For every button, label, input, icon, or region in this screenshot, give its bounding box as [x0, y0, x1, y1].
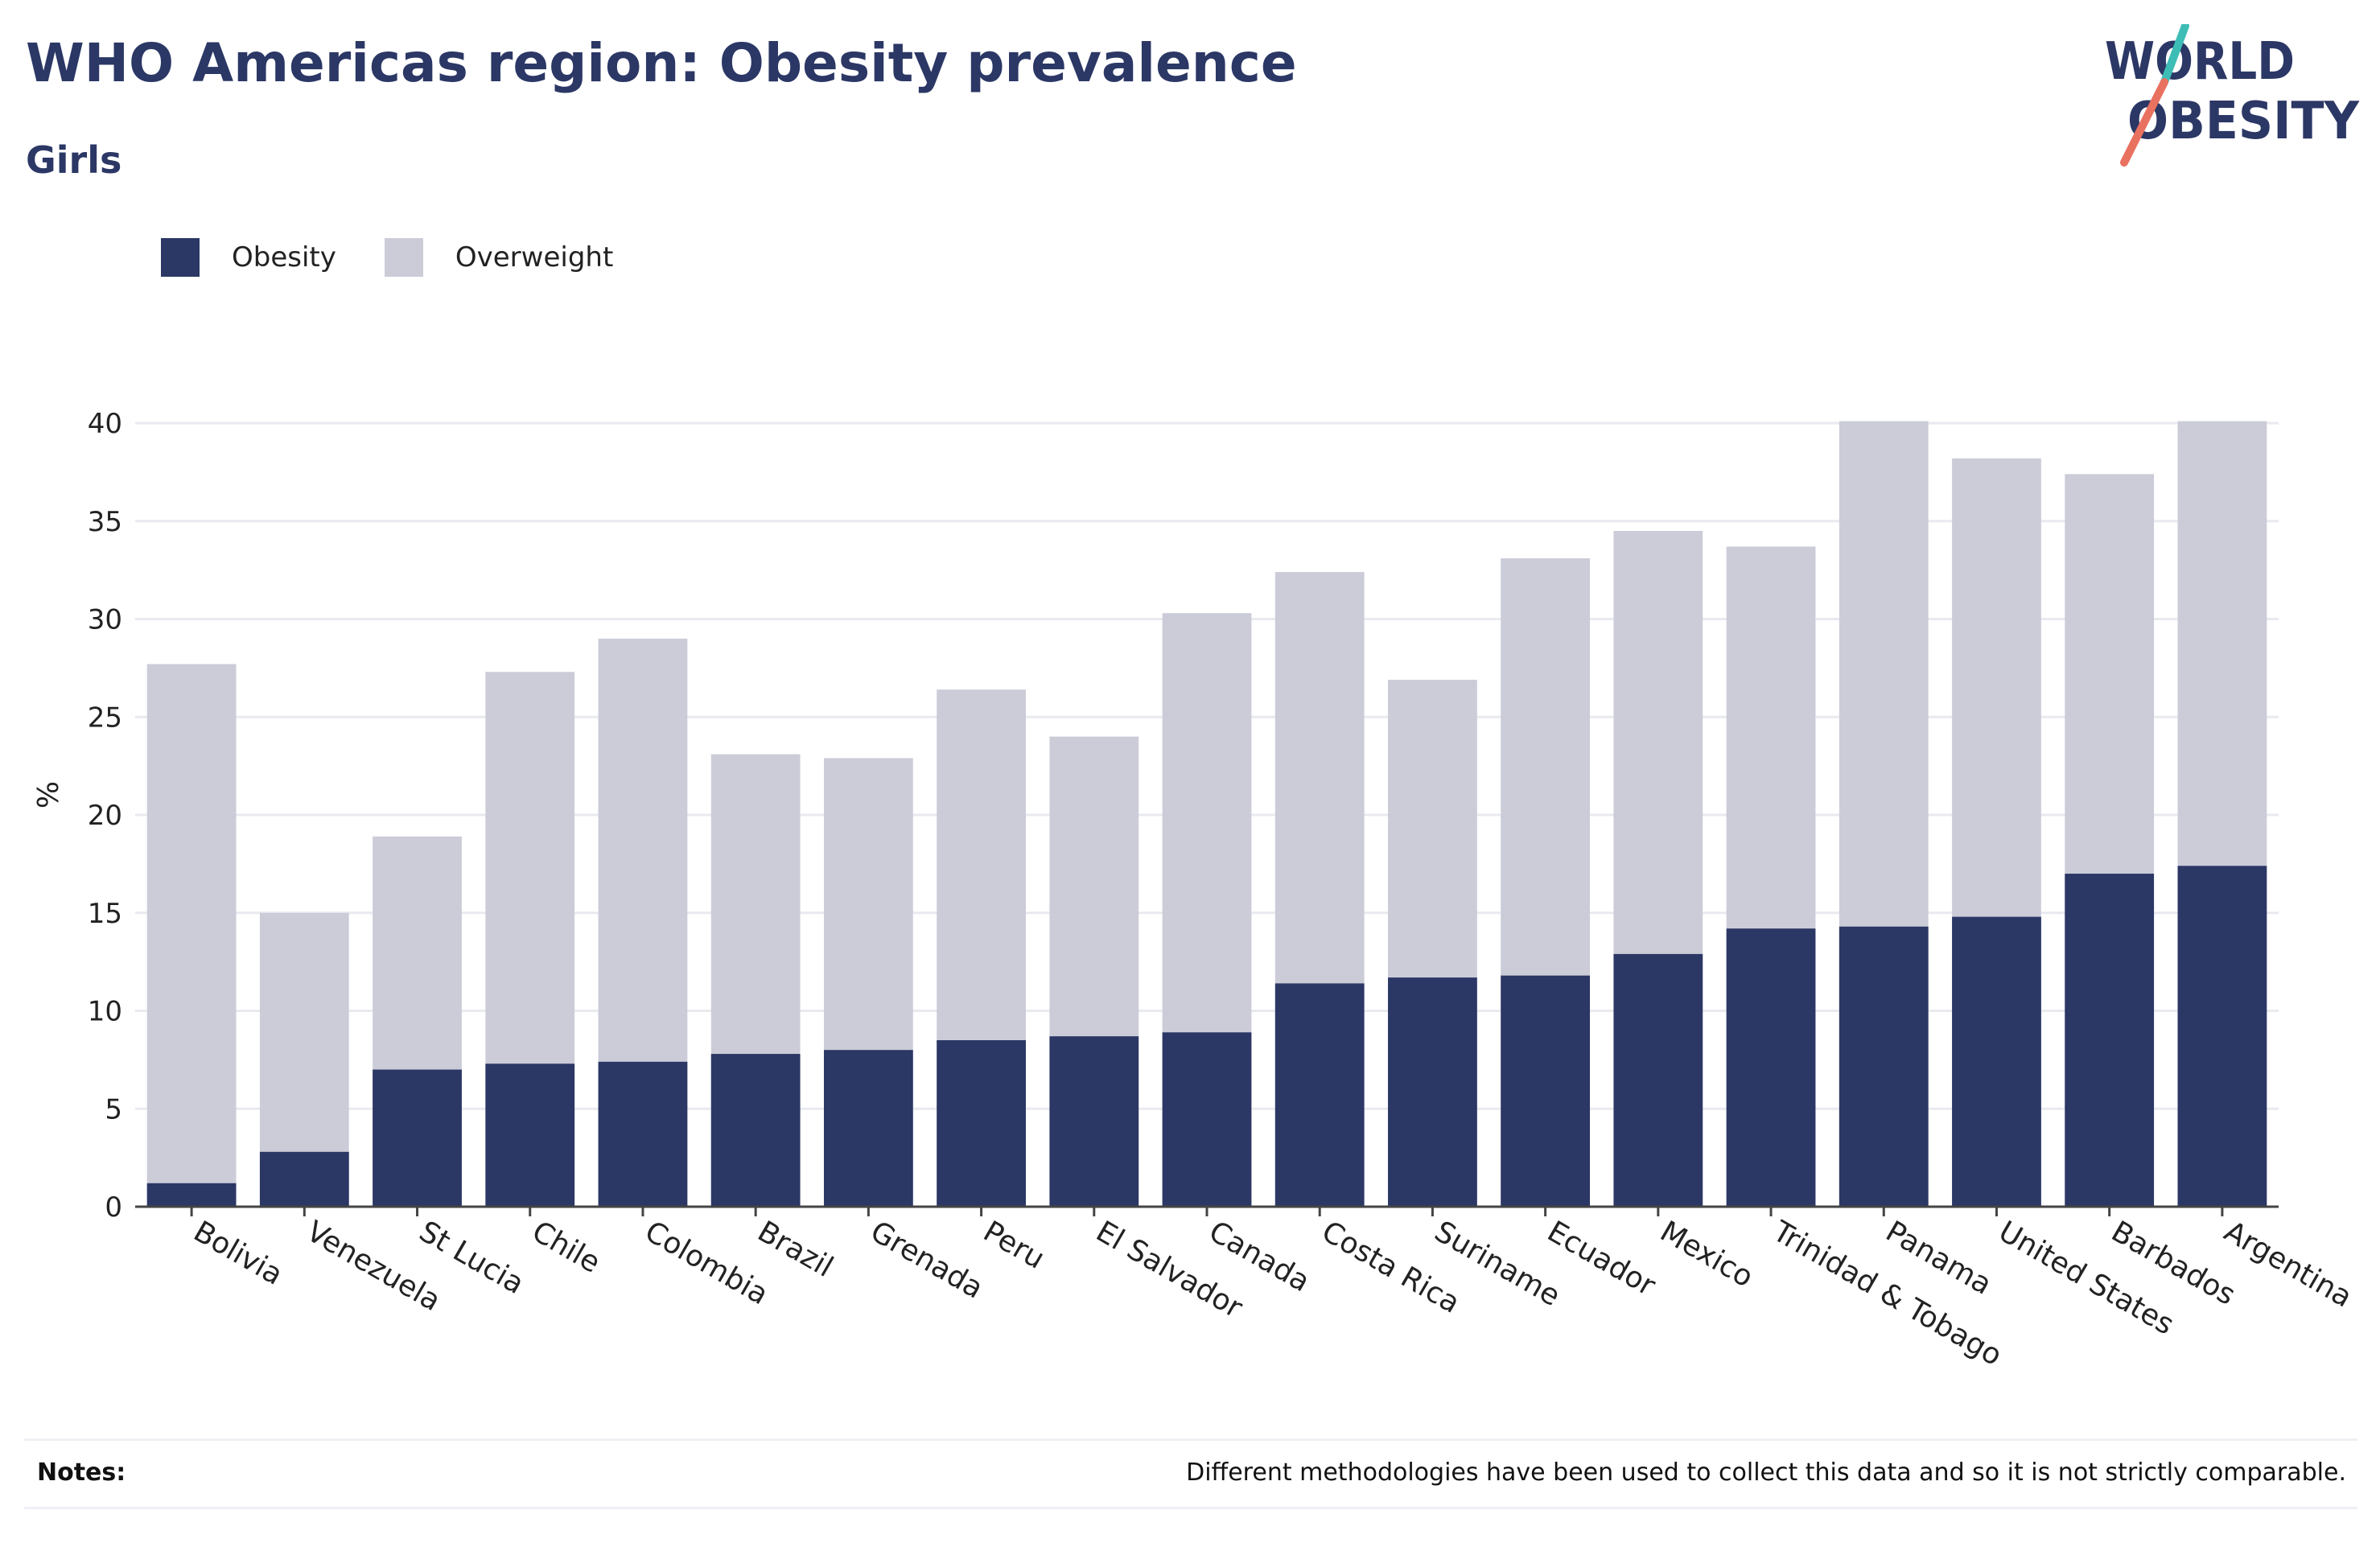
x-tick-label: Argentina: [2218, 1215, 2357, 1314]
legend-label-obesity: Obesity: [232, 241, 336, 274]
legend-swatch-obesity: [161, 238, 200, 277]
bar-obesity[interactable]: [823, 1050, 913, 1207]
page-title: WHO Americas region: Obesity prevalence: [26, 32, 1297, 94]
bar-obesity[interactable]: [1049, 1036, 1139, 1207]
logo-word-world: WORLD: [2105, 32, 2295, 92]
bar-obesity[interactable]: [2065, 874, 2155, 1207]
notes-bar: Notes: Different methodologies have been…: [24, 1438, 2357, 1509]
y-tick-label: 0: [105, 1191, 122, 1224]
bar-obesity[interactable]: [1274, 983, 1365, 1207]
legend-item-overweight[interactable]: Overweight: [384, 238, 614, 277]
bar-obesity[interactable]: [1839, 926, 1929, 1207]
bar-obesity[interactable]: [1501, 975, 1591, 1207]
logo-slash-bottom: [2120, 78, 2168, 167]
bar-obesity[interactable]: [1388, 977, 1477, 1207]
x-tick-label: Peru: [978, 1215, 1050, 1276]
y-tick-label: 40: [88, 408, 122, 440]
bar-overweight[interactable]: [146, 664, 237, 1207]
bar-obesity[interactable]: [937, 1040, 1026, 1207]
legend-label-overweight: Overweight: [455, 241, 614, 274]
x-tick-label: Brazil: [752, 1215, 839, 1284]
logo-word-obesity: OBESITY: [2127, 92, 2360, 151]
bar-obesity[interactable]: [146, 1183, 237, 1207]
x-tick-label: Grenada: [865, 1215, 989, 1305]
bar-obesity[interactable]: [1726, 928, 1816, 1207]
bar-obesity[interactable]: [1162, 1032, 1252, 1207]
world-obesity-logo: WORLD OBESITY: [2105, 24, 2360, 167]
legend-item-obesity[interactable]: Obesity: [161, 238, 336, 277]
notes-label: Notes:: [37, 1459, 126, 1487]
y-tick-label: 20: [88, 800, 122, 832]
y-tick-label: 30: [88, 604, 122, 636]
y-tick-label: 10: [88, 996, 122, 1028]
y-axis-label: %: [32, 781, 65, 808]
bar-obesity[interactable]: [1952, 916, 2041, 1207]
chart-bars: [146, 421, 2267, 1207]
x-tick-label: Colombia: [639, 1215, 773, 1311]
x-tick-label: Bolivia: [188, 1215, 289, 1292]
bar-obesity[interactable]: [2177, 866, 2267, 1207]
x-tick-label: Chile: [526, 1215, 606, 1280]
notes-text: Different methodologies have been used t…: [1186, 1459, 2346, 1487]
y-axis: 0 5 10 15 20 25 30 35 40: [88, 408, 122, 1224]
bar-obesity[interactable]: [1613, 953, 1703, 1207]
legend-swatch-overweight: [384, 238, 423, 277]
y-tick-label: 15: [88, 898, 122, 930]
logo-slash-top: [2160, 24, 2189, 86]
x-tick-label: Mexico: [1654, 1215, 1758, 1294]
chart-legend: Obesity Overweight: [161, 238, 661, 277]
bar-obesity[interactable]: [485, 1064, 575, 1207]
y-tick-label: 25: [88, 701, 122, 734]
y-tick-label: 5: [105, 1093, 122, 1125]
bar-obesity[interactable]: [259, 1151, 349, 1207]
bar-obesity[interactable]: [598, 1061, 688, 1207]
bar-obesity[interactable]: [373, 1069, 462, 1207]
y-tick-label: 35: [88, 506, 122, 538]
bar-obesity[interactable]: [710, 1054, 801, 1207]
page-subtitle: Girls: [26, 138, 122, 182]
